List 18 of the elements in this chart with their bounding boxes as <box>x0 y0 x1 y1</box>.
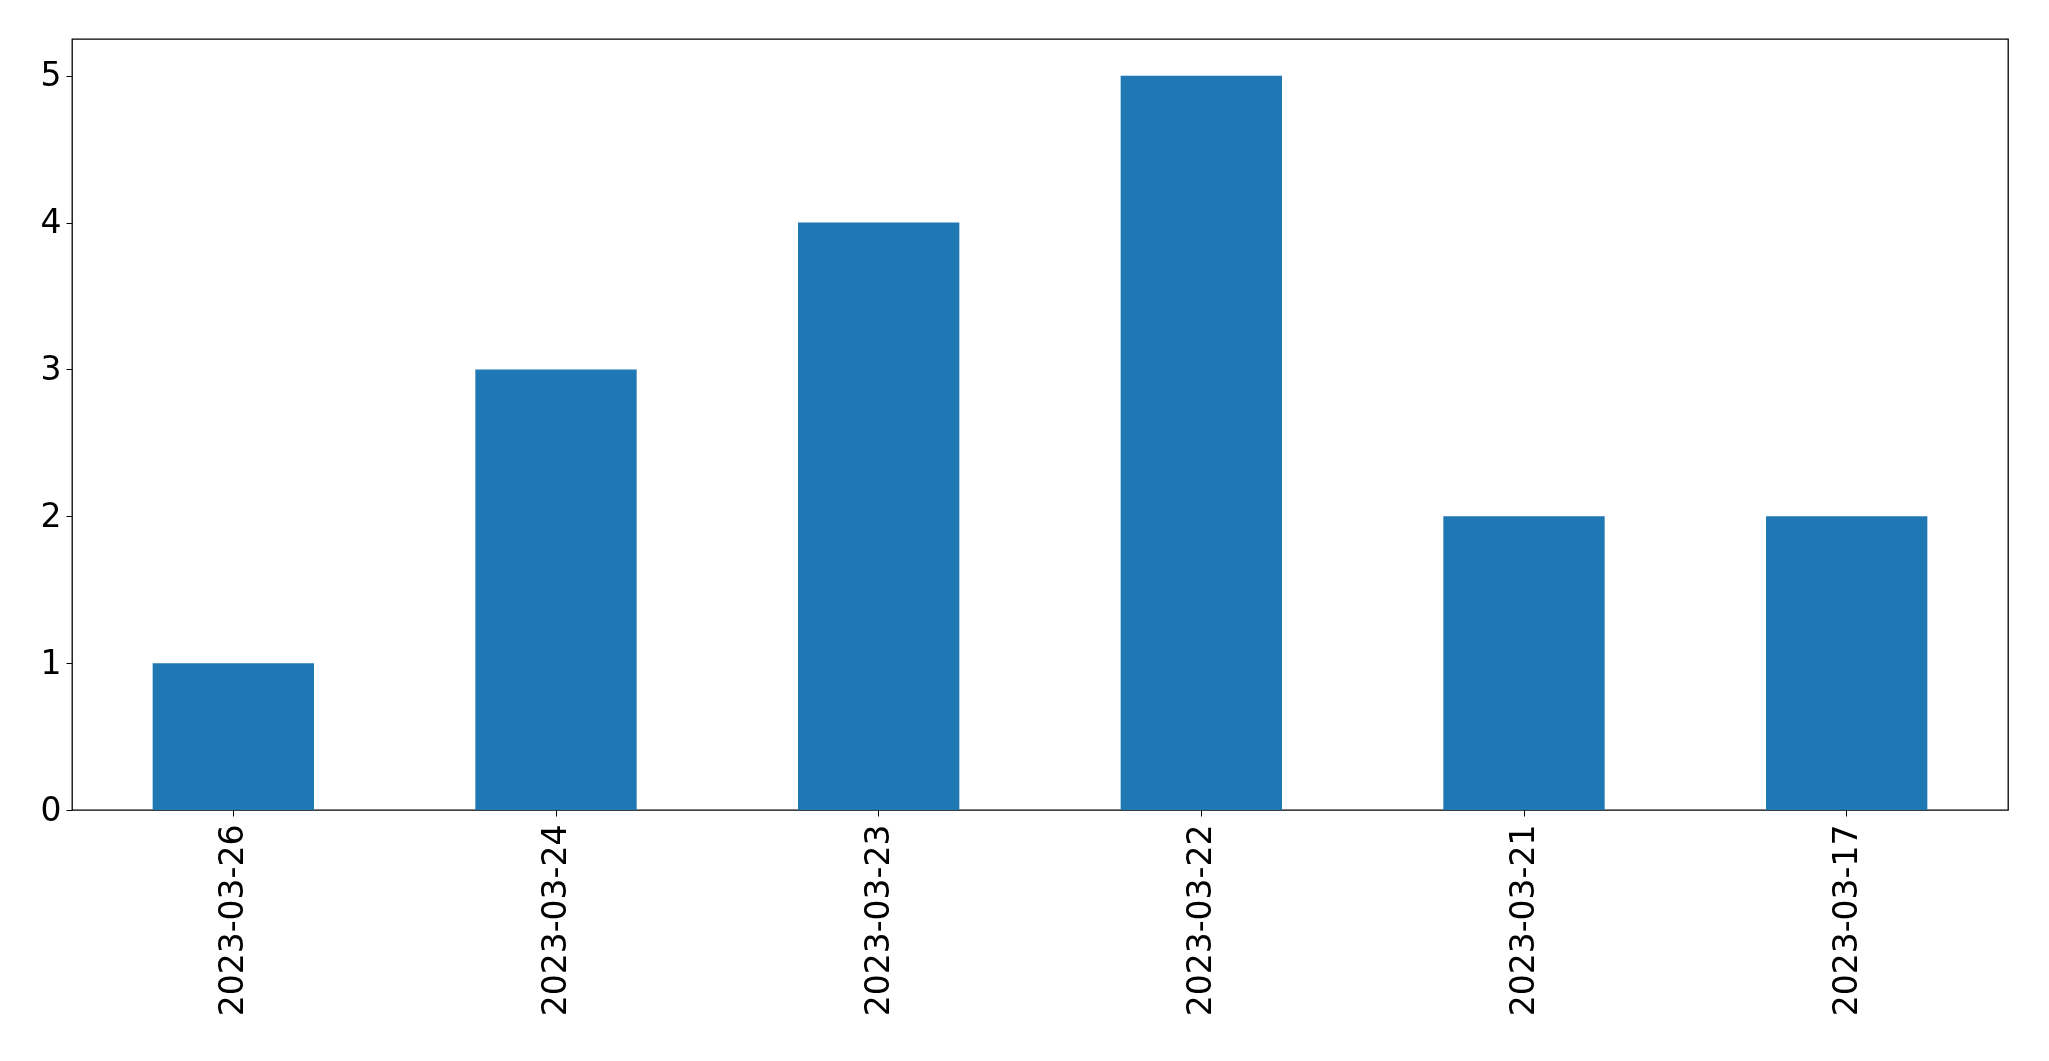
bar <box>1443 516 1605 810</box>
bar <box>798 222 960 810</box>
y-tick-label: 4 <box>40 202 62 242</box>
x-tick-label: 2023-03-26 <box>212 824 252 1017</box>
x-tick-label: 2023-03-17 <box>1825 824 1865 1017</box>
x-tick-label: 2023-03-22 <box>1180 824 1220 1017</box>
bar <box>152 663 314 810</box>
x-tick-label: 2023-03-24 <box>535 824 574 1017</box>
x-tick-label: 2023-03-23 <box>857 824 897 1017</box>
bar <box>1120 75 1282 810</box>
bar <box>1766 516 1928 810</box>
bar <box>475 369 637 810</box>
y-tick-label: 5 <box>40 55 62 95</box>
y-tick-label: 0 <box>40 789 62 829</box>
y-tick-label: 1 <box>40 642 62 682</box>
y-tick-label: 3 <box>40 348 62 388</box>
y-tick-label: 2 <box>40 495 62 535</box>
x-tick-label: 2023-03-21 <box>1503 824 1542 1017</box>
